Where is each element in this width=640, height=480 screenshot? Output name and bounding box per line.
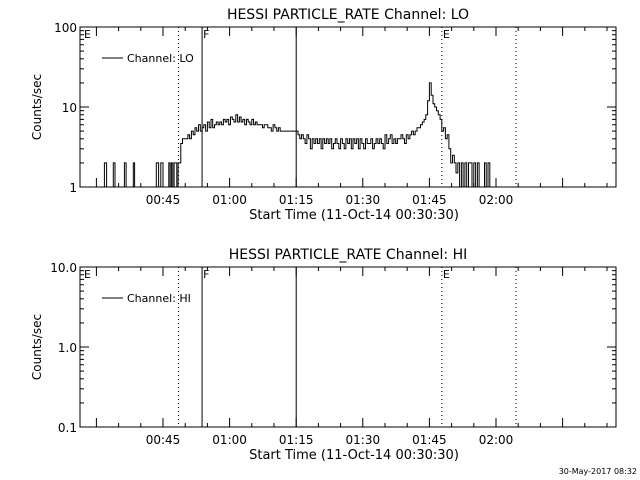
y-tick-label: 0.1 (58, 421, 77, 435)
x-axis-label: Start Time (11-Oct-14 00:30:30) (249, 448, 459, 463)
x-tick-label: 01:45 (412, 433, 447, 447)
x-tick-label: 01:15 (279, 193, 314, 207)
event-marker-label: E (84, 28, 91, 41)
event-marker-label: F (203, 28, 209, 41)
x-tick-label: 01:00 (212, 193, 247, 207)
chart-title: HESSI PARTICLE_RATE Channel: LO (227, 7, 469, 23)
x-tick-label: 01:30 (346, 433, 381, 447)
y-tick-label: 100 (54, 21, 77, 35)
x-tick-label: 02:00 (479, 433, 514, 447)
series-line (103, 82, 494, 188)
y-tick-label: 10.0 (50, 261, 77, 275)
x-tick-label: 00:45 (146, 433, 181, 447)
chart-title: HESSI PARTICLE_RATE Channel: HI (229, 247, 467, 263)
x-tick-label: 01:15 (279, 433, 314, 447)
x-tick-label: 01:30 (346, 193, 381, 207)
x-tick-label: 01:00 (212, 433, 247, 447)
event-marker-label: E (84, 268, 91, 281)
event-marker-label: F (203, 268, 209, 281)
y-axis-label: Counts/sec (30, 74, 44, 140)
x-tick-label: 01:45 (412, 193, 447, 207)
event-marker-label: E (443, 268, 450, 281)
x-axis-label: Start Time (11-Oct-14 00:30:30) (249, 208, 459, 223)
legend-label: Channel: LO (127, 52, 194, 65)
y-axis-label: Counts/sec (30, 314, 44, 380)
y-tick-label: 10 (62, 101, 77, 115)
y-tick-label: 1 (69, 181, 77, 195)
chart-panel-0 (79, 26, 617, 188)
y-tick-label: 1.0 (58, 341, 77, 355)
event-marker-label: E (443, 28, 450, 41)
x-tick-label: 00:45 (146, 193, 181, 207)
x-tick-label: 02:00 (479, 193, 514, 207)
legend-label: Channel: HI (127, 292, 191, 305)
chart-panel-1 (79, 266, 617, 428)
footer-timestamp: 30-May-2017 08:32 (559, 467, 637, 476)
